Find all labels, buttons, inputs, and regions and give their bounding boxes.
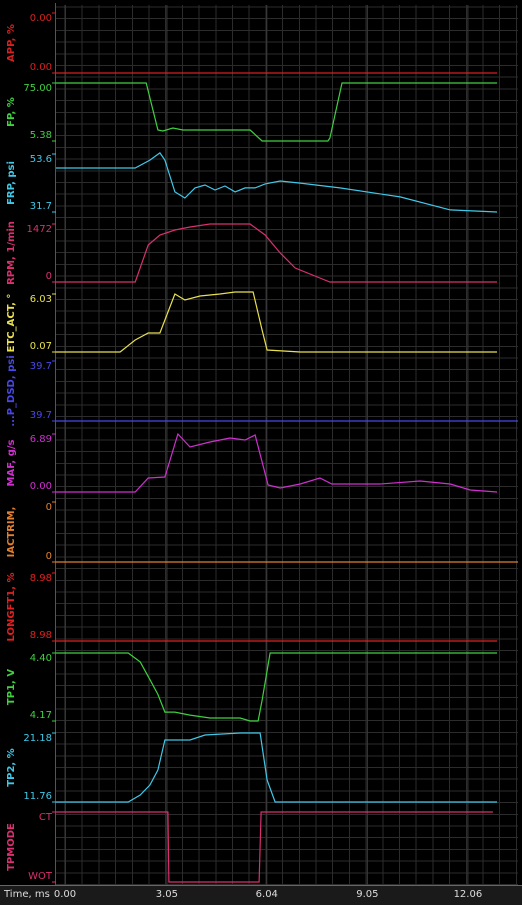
- series-line: [56, 652, 497, 722]
- y-tick-label: 0.00: [30, 62, 52, 73]
- y-tick-label: 11.76: [23, 791, 52, 802]
- y-tick-label: 39.7: [30, 410, 52, 421]
- plot-grid: [56, 5, 518, 885]
- y-tick-label: 31.7: [30, 201, 52, 212]
- y-tick-label: WOT: [28, 871, 53, 882]
- y-tick-label: 53.6: [30, 154, 52, 165]
- panel-title: RPM, 1/min: [6, 221, 17, 285]
- series-line: [56, 432, 498, 493]
- series-line: [56, 152, 498, 213]
- series-line: [56, 82, 497, 142]
- time-axis-strip: [0, 886, 522, 905]
- x-axis-label: Time, ms: [3, 889, 50, 900]
- panel-title: TPMODE: [6, 823, 17, 871]
- series-line: [56, 732, 497, 803]
- y-tick-label: 0.00: [30, 13, 52, 24]
- x-tick-label: 3.05: [156, 889, 178, 900]
- panel-title: TP2, %: [6, 748, 17, 786]
- panel-title: FP, %: [6, 97, 17, 127]
- y-tick-label: 75.00: [23, 83, 52, 94]
- panel-title: APP, %: [6, 24, 17, 62]
- x-tick-label: 6.04: [256, 889, 278, 900]
- x-tick-label: 12.06: [454, 889, 483, 900]
- y-tick-label: 0.07: [30, 341, 52, 352]
- y-tick-label: 0: [46, 271, 52, 282]
- y-tick-label: 8.98: [30, 573, 52, 584]
- panel-title: MAF, g/s: [6, 439, 17, 486]
- panel-title: ETC_ACT, °: [6, 294, 17, 353]
- y-tick-label: 4.40: [30, 653, 52, 664]
- x-tick-label: 9.05: [356, 889, 378, 900]
- y-tick-label: 1472: [27, 224, 52, 235]
- y-tick-label: 0.00: [30, 481, 52, 492]
- series-line: [56, 811, 493, 883]
- y-tick-label: 8.98: [30, 630, 52, 641]
- y-tick-label: 39.7: [30, 361, 52, 372]
- panel-title: IACTRIM,: [6, 507, 17, 558]
- y-tick-label: CT: [39, 812, 53, 823]
- panel-title: LONGFT1, %: [6, 572, 17, 641]
- panel-title: ...P_DSD, psi: [6, 355, 17, 426]
- y-tick-label: 0: [46, 551, 52, 562]
- panel-title: TP1, V: [6, 669, 17, 705]
- y-tick-label: 21.18: [23, 733, 52, 744]
- y-tick-label: 6.89: [30, 434, 52, 445]
- y-tick-label: 6.03: [30, 294, 52, 305]
- series-line: [56, 291, 497, 353]
- y-tick-label: 5.38: [30, 130, 52, 141]
- y-tick-label: 4.17: [30, 710, 52, 721]
- panel-title: FRP, psi: [6, 161, 17, 205]
- series-line: [56, 223, 497, 283]
- x-tick-label: 0.00: [54, 889, 76, 900]
- y-tick-label: 0: [46, 502, 52, 513]
